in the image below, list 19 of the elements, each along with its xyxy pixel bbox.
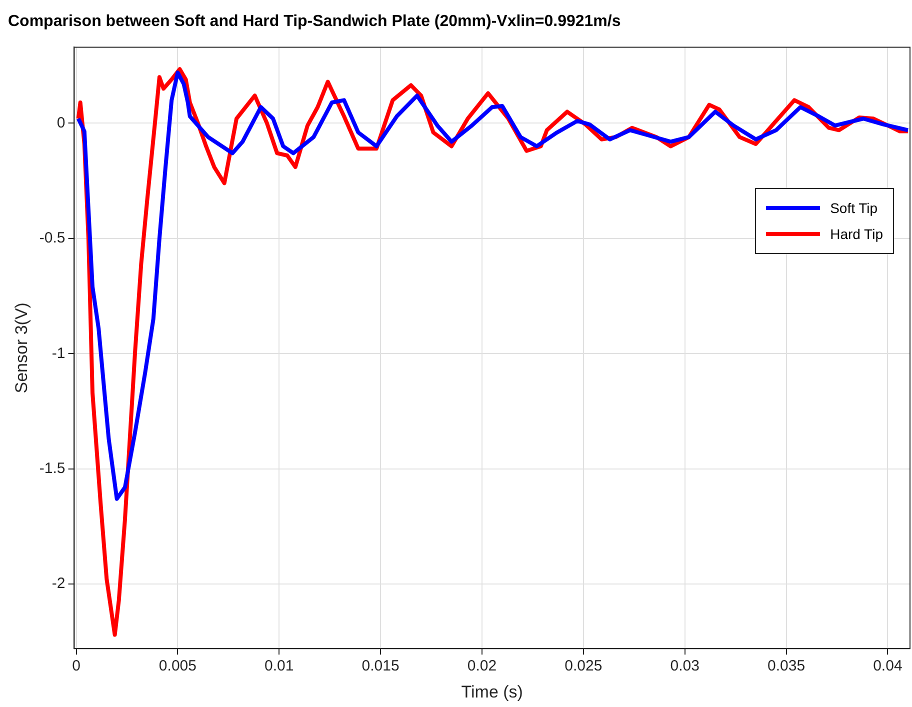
- x-tick-label: 0.04: [873, 658, 902, 675]
- x-tick-label: 0.03: [670, 658, 700, 675]
- x-tick-label: 0.01: [264, 658, 294, 675]
- x-tick-label: 0: [72, 658, 80, 675]
- chart-title: Comparison between Soft and Hard Tip-Sandwich Plate (20mm)-Vxlin=0.9921m/s: [8, 13, 621, 30]
- y-tick-label: -1: [52, 344, 66, 362]
- x-tick-label: 0.02: [467, 658, 497, 675]
- x-tick-label: 0.015: [362, 658, 400, 675]
- x-tick-label: 0.035: [767, 658, 806, 675]
- y-tick-label: 0: [56, 114, 66, 132]
- legend-label: Soft Tip: [830, 200, 878, 216]
- y-tick-label: -2: [52, 575, 66, 592]
- x-tick-label: 0.025: [564, 658, 602, 675]
- legend-label: Hard Tip: [830, 226, 883, 242]
- x-tick-label: 0.005: [158, 658, 196, 675]
- y-tick-label: -0.5: [39, 230, 66, 247]
- x-axis-title: Time (s): [461, 682, 523, 702]
- y-tick-label: -1.5: [39, 460, 66, 478]
- y-axis-title: Sensor 3(V): [12, 302, 31, 394]
